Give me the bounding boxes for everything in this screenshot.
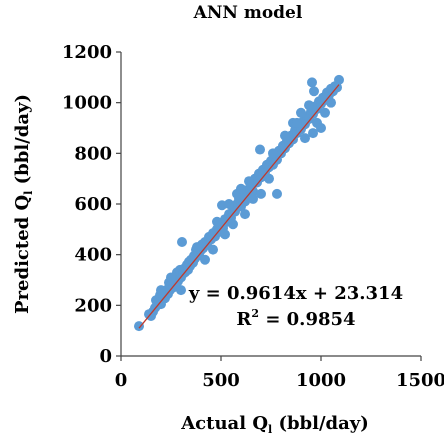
data-point: [307, 77, 317, 88]
regression-equation: y = 0.9614x + 23.314: [188, 283, 403, 304]
y-axis-label: Predicted Ql (bbl/day): [12, 94, 35, 314]
data-points: [134, 74, 344, 332]
data-point: [208, 244, 218, 255]
data-point: [272, 188, 282, 199]
chart-title: ANN model: [193, 3, 303, 23]
data-point: [248, 186, 258, 197]
data-point: [244, 176, 254, 187]
data-point: [268, 148, 278, 159]
data-point: [248, 193, 258, 204]
data-point: [296, 107, 306, 118]
data-point: [309, 86, 319, 97]
data-point: [316, 123, 326, 133]
data-point: [292, 117, 302, 128]
y-tick-label: 0: [99, 346, 112, 367]
y-label-sub: l: [22, 191, 35, 195]
x-axis-label: Actual Ql (bbl/day): [180, 413, 369, 436]
trendline: [138, 84, 340, 329]
data-point: [300, 133, 310, 144]
data-point: [176, 285, 186, 296]
data-point: [326, 97, 336, 108]
y-tick-label: 800: [74, 143, 112, 164]
r2-letter: R: [236, 309, 252, 330]
trendline-group: [138, 84, 340, 329]
data-point: [156, 285, 166, 296]
data-point: [228, 219, 238, 230]
x-tick-label: 1500: [396, 370, 444, 391]
data-point: [264, 173, 274, 184]
data-point: [177, 237, 187, 247]
r2-superscript: 2: [251, 307, 259, 320]
y-tick-label: 1000: [62, 93, 112, 114]
x-label-main: Actual Q: [180, 413, 268, 434]
x-ticks: 0 500 1000 1500: [115, 356, 444, 391]
data-point: [334, 74, 344, 85]
data-point: [200, 254, 210, 265]
data-point: [192, 242, 202, 253]
data-point: [255, 144, 265, 155]
data-point: [224, 199, 234, 209]
y-ticks: 0 200 400 600 800 1000 1200: [62, 42, 121, 367]
data-point: [134, 321, 144, 332]
y-tick-label: 400: [74, 245, 112, 266]
data-point: [212, 216, 222, 227]
data-point: [304, 100, 314, 111]
data-point: [320, 107, 330, 118]
data-point: [240, 209, 250, 220]
x-label-unit: (bbl/day): [272, 413, 369, 434]
x-tick-label: 0: [115, 370, 128, 391]
data-point: [166, 272, 176, 283]
data-point: [280, 130, 290, 141]
x-tick-label: 500: [202, 370, 240, 391]
y-label-main: Predicted Q: [12, 195, 33, 314]
data-point: [236, 183, 246, 194]
r-squared-label: R2 = 0.9854: [236, 307, 355, 330]
r2-value: = 0.9854: [259, 309, 356, 330]
y-label-unit: (bbl/day): [12, 94, 33, 191]
y-tick-label: 1200: [62, 42, 112, 63]
y-tick-label: 600: [74, 194, 112, 215]
data-point: [256, 188, 266, 199]
x-label-sub: l: [268, 423, 272, 436]
x-tick-label: 1000: [296, 370, 346, 391]
data-point: [220, 229, 230, 240]
y-tick-label: 200: [74, 295, 112, 316]
data-point: [308, 128, 318, 139]
